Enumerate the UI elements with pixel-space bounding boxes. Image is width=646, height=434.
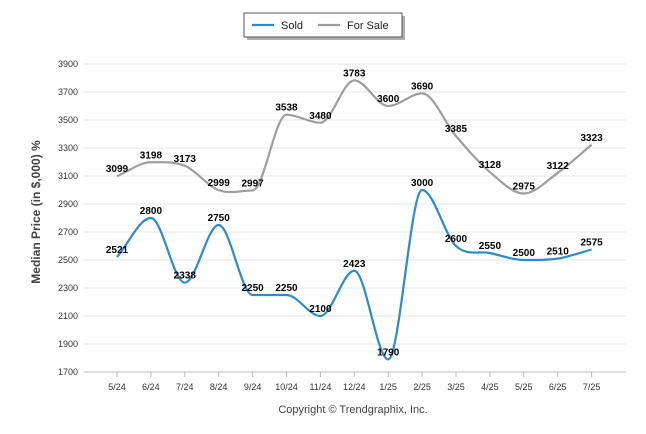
y-axis-tick-labels: 1700 1900 2100 2300 2500 2700 2900 3100 3300 3500… — [58, 59, 78, 377]
sold-data-label: 3000 — [411, 178, 434, 189]
legend-for-sale-label: For Sale — [347, 20, 389, 32]
for-sale-data-label: 3480 — [309, 111, 332, 122]
x-tick-label: 3/25 — [447, 382, 465, 392]
for-sale-data-label: 3122 — [547, 161, 570, 172]
sold-data-label: 2550 — [479, 241, 502, 252]
x-tick-label: 8/24 — [210, 382, 228, 392]
y-tick-label: 1700 — [58, 367, 78, 377]
for-sale-data-label: 3173 — [174, 154, 197, 165]
y-tick-label: 2500 — [58, 255, 78, 265]
x-tick-label: 10/24 — [275, 382, 298, 392]
y-tick-label: 1900 — [58, 339, 78, 349]
y-tick-label: 3900 — [58, 59, 78, 69]
y-tick-label: 2100 — [58, 311, 78, 321]
x-tick-label: 2/25 — [413, 382, 431, 392]
y-tick-label: 2900 — [58, 199, 78, 209]
x-tick-label: 6/24 — [142, 382, 160, 392]
x-tick-label: 4/25 — [481, 382, 499, 392]
x-tick-label: 7/24 — [176, 382, 194, 392]
for-sale-data-label: 3385 — [445, 124, 468, 135]
series-lines — [116, 79, 593, 361]
x-tick-label: 6/25 — [549, 382, 567, 392]
for-sale-data-label: 3600 — [377, 94, 400, 105]
for-sale-data-label: 3538 — [275, 103, 298, 114]
sold-data-label: 2800 — [140, 206, 163, 217]
y-tick-label: 2700 — [58, 227, 78, 237]
x-tick-label: 9/24 — [244, 382, 262, 392]
sold-data-label: 2575 — [580, 238, 603, 249]
sold-line — [116, 188, 592, 361]
for-sale-data-label: 2999 — [208, 178, 231, 189]
y-tick-label: 2300 — [58, 283, 78, 293]
gridlines — [84, 63, 626, 377]
x-tick-label: 11/24 — [309, 382, 331, 392]
for-sale-data-label: 3323 — [580, 133, 603, 144]
y-tick-label: 3700 — [58, 87, 78, 97]
for-sale-line — [116, 79, 593, 195]
for-sale-data-label: 2975 — [513, 182, 536, 193]
for-sale-data-label: 2997 — [241, 178, 264, 189]
sold-data-label: 2250 — [241, 283, 264, 294]
sold-data-label: 2510 — [547, 247, 570, 258]
sold-data-label: 2750 — [208, 213, 231, 224]
x-tick-label: 12/24 — [343, 382, 366, 392]
sold-data-label: 2600 — [445, 234, 468, 245]
data-labels: 3099 3198 3173 2999 2997 3538 3480 3783 3600 3690… — [106, 68, 603, 358]
x-axis-tick-labels: 5/24 6/24 7/24 8/24 9/24 10/24 11/24 12/24 1/25 2… — [108, 382, 600, 392]
for-sale-data-label: 3690 — [411, 81, 434, 92]
sold-data-label: 2423 — [343, 259, 366, 270]
for-sale-data-label: 3198 — [140, 150, 163, 161]
y-axis-title: Median Price (in $,000) % — [29, 140, 43, 284]
for-sale-data-label: 3099 — [106, 164, 129, 175]
legend-sold-label: Sold — [281, 20, 303, 32]
x-tick-label: 5/25 — [515, 382, 533, 392]
y-tick-label: 3500 — [58, 115, 78, 125]
sold-data-label: 2521 — [106, 245, 129, 256]
sold-data-label: 2338 — [174, 271, 197, 282]
for-sale-data-label: 3128 — [479, 160, 502, 171]
copyright-credit: Copyright © Trendgraphix, Inc. — [278, 404, 427, 416]
sold-data-label: 2100 — [309, 304, 332, 315]
y-tick-label: 3100 — [58, 171, 78, 181]
for-sale-data-label: 3783 — [343, 68, 366, 79]
y-tick-label: 3300 — [58, 143, 78, 153]
legend: Sold For Sale — [243, 12, 405, 40]
sold-data-label: 2250 — [275, 283, 298, 294]
sold-data-label: 2500 — [513, 248, 536, 259]
x-tick-label: 7/25 — [583, 382, 601, 392]
sold-data-label: 1790 — [377, 347, 400, 358]
x-tick-label: 5/24 — [108, 382, 126, 392]
x-tick-label: 1/25 — [379, 382, 397, 392]
